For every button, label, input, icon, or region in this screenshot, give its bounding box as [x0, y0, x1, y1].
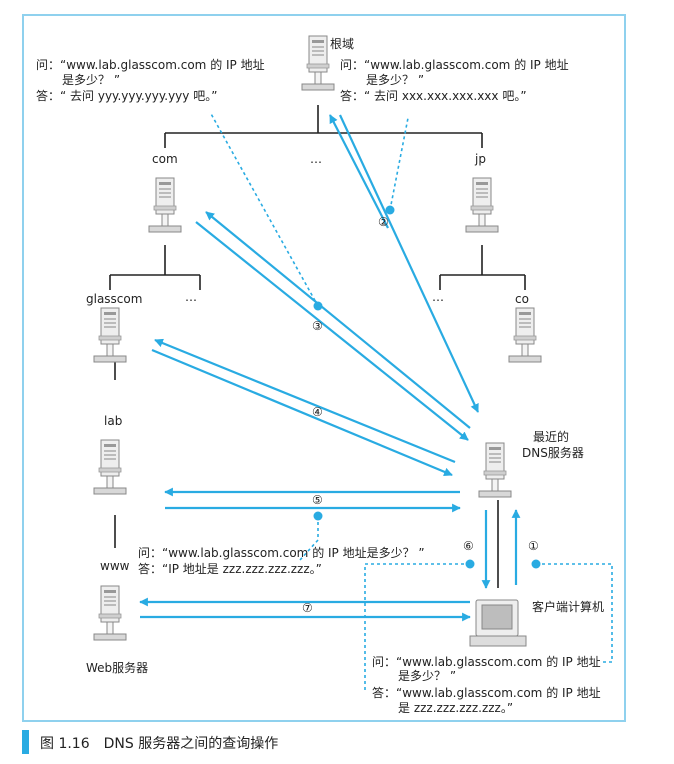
root-dialog-question-2: 是多少？ ” — [366, 73, 425, 87]
root-dialog-question-1: 问：“www.lab.glasscom.com 的 IP 地址 — [340, 58, 569, 72]
lab-server-icon — [93, 439, 127, 495]
lab-domain-label: lab — [104, 414, 123, 428]
web-server-icon — [93, 585, 127, 641]
nearest-dns-label-1: 最近的 — [533, 430, 570, 444]
client-dialog-question-2: 是多少？ ” — [398, 669, 457, 683]
step-1-label: ① — [528, 539, 539, 553]
co-domain-label: co — [515, 292, 529, 306]
jp-ellipsis-label: … — [432, 290, 444, 304]
step-3-label: ③ — [312, 319, 323, 333]
callout-lines — [209, 111, 613, 690]
glasscom-server-icon — [93, 307, 127, 363]
lab-dialog-question: 问：“www.lab.glasscom.com 的 IP 地址是多少？ ” — [138, 546, 425, 560]
com-dialog-question-1: 问：“www.lab.glasscom.com 的 IP 地址 — [36, 58, 265, 72]
com-dialog-answer: 答：“ 去问 yyy.yyy.yyy.yyy 吧。” — [36, 89, 218, 103]
com-domain-label: com — [152, 152, 178, 166]
caption-accent-bar — [22, 730, 29, 754]
top-ellipsis-label: … — [310, 152, 322, 166]
step-4-label: ④ — [312, 405, 323, 419]
root-domain-label: 根域 — [330, 37, 355, 51]
step-6-label: ⑥ — [463, 539, 474, 553]
tree-lines — [109, 105, 526, 588]
nearest-dns-server-icon — [478, 442, 512, 498]
callout-dots — [313, 205, 541, 569]
jp-server-icon — [465, 177, 499, 233]
figure-caption: 图 1.16 DNS 服务器之间的查询操作 — [40, 736, 279, 752]
client-computer-icon — [469, 599, 527, 647]
web-server-label: Web服务器 — [86, 661, 149, 675]
com-dialog-question-2: 是多少？ ” — [62, 73, 121, 87]
lab-dialog-answer: 答：“IP 地址是 zzz.zzz.zzz.zzz。” — [138, 562, 322, 576]
jp-domain-label: jp — [475, 152, 486, 166]
step-7-label: ⑦ — [302, 601, 313, 615]
com-ellipsis-label: … — [185, 290, 197, 304]
root-dialog-answer: 答：“ 去问 xxx.xxx.xxx.xxx 吧。” — [340, 89, 527, 103]
figure-frame — [22, 14, 626, 722]
client-dialog-question-1: 问：“www.lab.glasscom.com 的 IP 地址 — [372, 655, 601, 669]
query-arrows — [139, 114, 521, 622]
client-computer-label: 客户端计算机 — [532, 600, 605, 614]
www-host-label: www — [100, 559, 130, 573]
step-5-label: ⑤ — [312, 493, 323, 507]
com-server-icon — [148, 177, 182, 233]
client-dialog-answer-1: 答：“www.lab.glasscom.com 的 IP 地址 — [372, 686, 601, 700]
client-dialog-answer-2: 是 zzz.zzz.zzz.zzz。” — [398, 701, 514, 715]
step-2-label: ② — [378, 215, 389, 229]
glasscom-domain-label: glasscom — [86, 292, 143, 306]
nearest-dns-label-2: DNS服务器 — [522, 446, 584, 460]
co-server-icon — [508, 307, 542, 363]
